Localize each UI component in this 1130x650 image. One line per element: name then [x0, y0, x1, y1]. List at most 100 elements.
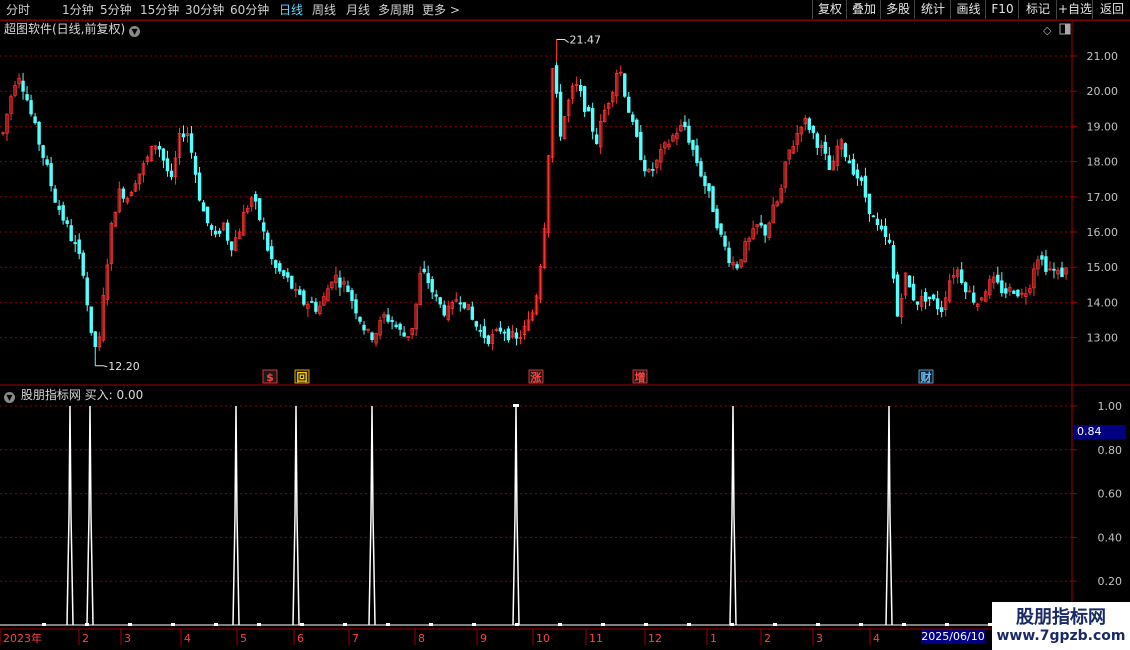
indicator-dot: [816, 623, 820, 626]
candle-body: [254, 194, 258, 202]
candle-body: [486, 335, 491, 344]
candle-body: [17, 77, 21, 85]
toolbar-button-7[interactable]: +自选: [1056, 0, 1093, 19]
toolbar-button-4[interactable]: 画线: [950, 0, 986, 19]
period-tab-5[interactable]: 60分钟: [230, 3, 270, 17]
candle-body: [474, 321, 479, 327]
chevron-down-icon[interactable]: ▼: [129, 26, 141, 37]
candle-body: [574, 84, 579, 86]
candle-body: [867, 193, 872, 215]
candle-body: [422, 268, 426, 273]
toolbar-button-3[interactable]: 统计: [914, 0, 951, 19]
candle-body: [274, 260, 278, 269]
indicator-name: 股朋指标网: [20, 388, 81, 402]
candle-body: [45, 159, 49, 165]
candle-body: [73, 242, 77, 245]
candle-body: [414, 303, 418, 330]
candle-body: [462, 302, 467, 309]
y-tick-label: 16.00: [1087, 226, 1119, 239]
candle-body: [314, 301, 318, 312]
candle-body: [731, 261, 735, 266]
candle-body: [1052, 268, 1056, 271]
candle-body: [943, 297, 948, 310]
candle-body: [655, 159, 659, 168]
x-axis-label: 3: [124, 632, 131, 645]
candle-body: [530, 312, 535, 321]
indicator-spike: [729, 405, 737, 626]
period-tab-6[interactable]: 日线: [279, 3, 304, 17]
candle-body: [558, 91, 563, 137]
event-marker-0: $: [266, 371, 274, 384]
candle-body: [667, 143, 671, 148]
candle-body: [542, 228, 547, 269]
candle-body: [955, 269, 960, 277]
candle-body: [1016, 289, 1020, 297]
candle-body: [213, 230, 218, 235]
candle-body: [294, 288, 298, 291]
candle-body: [438, 297, 442, 305]
toolbar-button-5[interactable]: F10: [985, 0, 1019, 19]
candle-body: [727, 247, 731, 264]
candle-body: [354, 299, 358, 314]
y-tick-label: 20.00: [1087, 85, 1119, 98]
toolbar-button-1[interactable]: 叠加: [846, 0, 881, 19]
chevron-down-icon[interactable]: ▼: [4, 392, 15, 403]
candle-body: [759, 222, 763, 226]
candle-body: [338, 277, 342, 288]
stock-title: 超图软件(日线,前复权): [4, 22, 126, 36]
candle-body: [703, 175, 707, 187]
candle-body: [719, 223, 723, 235]
indicator-dot: [859, 623, 863, 626]
candle-body: [799, 126, 803, 135]
indicator-dot: [730, 623, 734, 626]
candle-body: [109, 222, 114, 264]
period-tab-2[interactable]: 5分钟: [100, 3, 132, 17]
y-tick-label: 0.60: [1098, 488, 1123, 501]
period-tab-10[interactable]: 更多 >: [422, 3, 460, 17]
candle-body: [895, 274, 900, 317]
period-tab-1[interactable]: 1分钟: [62, 3, 94, 17]
indicator-spike: [292, 405, 300, 626]
candle-body: [121, 188, 126, 199]
candle-body: [735, 264, 739, 269]
candle-body: [827, 155, 832, 170]
indicator-dot: [687, 623, 691, 626]
candle-body: [819, 144, 824, 149]
period-tab-9[interactable]: 多周期: [378, 3, 415, 17]
candle-body: [570, 85, 575, 99]
period-tab-7[interactable]: 周线: [312, 3, 337, 17]
indicator-dot: [257, 623, 261, 626]
candle-body: [899, 298, 904, 318]
y-tick-label: 14.00: [1087, 296, 1119, 309]
candle-body: [53, 188, 57, 203]
candle-body: [113, 211, 118, 227]
period-tab-8[interactable]: 月线: [346, 3, 371, 17]
period-tab-4[interactable]: 30分钟: [185, 3, 225, 17]
candle-body: [498, 327, 503, 332]
candle-body: [49, 163, 53, 187]
candle-body: [209, 225, 214, 230]
candle-body: [554, 65, 559, 94]
candle-body: [514, 332, 519, 339]
candle-body: [911, 283, 916, 301]
period-tab-3[interactable]: 15分钟: [140, 3, 180, 17]
toolbar-button-8[interactable]: 返回: [1092, 0, 1130, 19]
candle-body: [538, 265, 543, 300]
toolbar-button-2[interactable]: 多股: [880, 0, 915, 19]
candle-body: [988, 279, 992, 295]
candle-body: [687, 125, 691, 143]
candle-body: [278, 263, 282, 272]
candle-body: [783, 161, 787, 188]
toolbar-button-6[interactable]: 标记: [1018, 0, 1057, 19]
watermark-logo: 股朋指标网 www.7gpzb.com: [992, 602, 1130, 650]
candle-body: [5, 113, 9, 134]
lower-panel-title: ▼ 股朋指标网 买入: 0.00: [4, 387, 143, 403]
candle-body: [1024, 293, 1028, 297]
candle-body: [1004, 288, 1008, 294]
period-tab-0[interactable]: 分时: [6, 3, 31, 17]
candle-body: [615, 72, 619, 97]
candle-body: [105, 264, 109, 301]
candle-body: [747, 238, 751, 243]
toolbar-button-0[interactable]: 复权: [812, 0, 847, 19]
